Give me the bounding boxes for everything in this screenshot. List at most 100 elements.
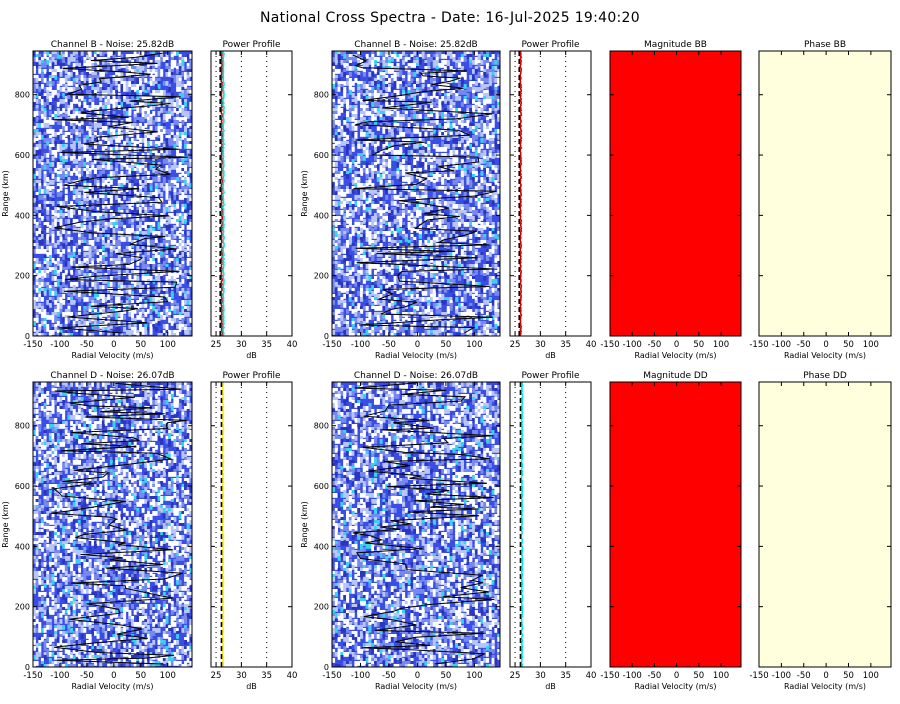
x-tick-label: 30 — [236, 671, 247, 681]
x-axis-label: Radial Velocity (m/s) — [375, 682, 457, 691]
y-tick-label: 600 — [314, 482, 329, 491]
x-tick-label: 0 — [823, 671, 828, 681]
y-tick-label: 200 — [15, 603, 30, 612]
x-axis-label: Radial Velocity (m/s) — [784, 682, 866, 691]
power-profile-line — [520, 51, 521, 336]
y-tick-label: 0 — [25, 663, 30, 672]
y-tick-label: 800 — [15, 91, 30, 100]
x-tick-label: -150 — [322, 671, 341, 681]
x-axis-label: Radial Velocity (m/s) — [375, 351, 457, 360]
spectra-cells — [332, 382, 500, 669]
x-tick-label: -150 — [23, 340, 42, 350]
x-tick-label: 0 — [111, 671, 116, 681]
x-tick-label: -150 — [749, 340, 768, 350]
x-tick-label: 25 — [510, 671, 521, 681]
x-tick-label: 0 — [415, 671, 420, 681]
plot-area — [332, 51, 500, 338]
x-tick-label: -150 — [600, 340, 619, 350]
plot-area — [33, 51, 192, 338]
y-tick-label: 200 — [314, 272, 329, 281]
x-axis-label: Radial Velocity (m/s) — [784, 351, 866, 360]
x-tick-label: 50 — [135, 340, 146, 350]
x-tick-label: -100 — [351, 671, 370, 681]
panel-title: Channel B - Noise: 25.82dB — [354, 40, 477, 50]
x-tick-label: 35 — [261, 340, 272, 350]
x-tick-label: 30 — [236, 340, 247, 350]
x-tick-label: -150 — [23, 671, 42, 681]
x-tick-label: 50 — [135, 671, 146, 681]
x-tick-label: 50 — [843, 671, 854, 681]
x-tick-label: -100 — [772, 671, 791, 681]
x-tick-label: 40 — [586, 671, 597, 681]
power-profile-line — [521, 382, 522, 667]
power-profile-line — [222, 382, 223, 667]
x-tick-label: 100 — [160, 671, 176, 681]
x-tick-label: -100 — [351, 340, 370, 350]
x-tick-label: 35 — [560, 340, 571, 350]
y-tick-label: 800 — [314, 422, 329, 431]
x-tick-label: -100 — [623, 671, 642, 681]
x-tick-label: -100 — [50, 671, 69, 681]
x-tick-label: 100 — [160, 340, 176, 350]
y-tick-label: 200 — [314, 603, 329, 612]
y-axis-label: Range (km) — [300, 170, 309, 217]
panel-title: Phase DD — [803, 371, 847, 381]
x-tick-label: -100 — [772, 340, 791, 350]
y-tick-label: 800 — [314, 91, 329, 100]
x-tick-label: -50 — [80, 671, 94, 681]
x-axis-label: Radial Velocity (m/s) — [71, 682, 153, 691]
x-tick-label: 100 — [863, 671, 879, 681]
x-tick-label: 0 — [674, 671, 679, 681]
panel-title: Magnitude DD — [643, 371, 707, 381]
x-tick-label: 100 — [713, 671, 729, 681]
x-tick-label: 35 — [560, 671, 571, 681]
y-tick-label: 0 — [324, 332, 329, 341]
x-tick-label: -50 — [647, 671, 661, 681]
x-tick-label: 40 — [586, 340, 597, 350]
x-tick-label: -50 — [80, 340, 94, 350]
y-axis-label: Range (km) — [1, 501, 10, 548]
y-tick-label: 800 — [15, 422, 30, 431]
x-axis-label: Radial Velocity (m/s) — [71, 351, 153, 360]
y-tick-label: 400 — [314, 211, 329, 220]
x-axis-label: dB — [246, 682, 257, 691]
plot-area — [510, 382, 591, 667]
x-tick-label: -150 — [749, 671, 768, 681]
x-tick-label: -100 — [50, 340, 69, 350]
y-axis-label: Range (km) — [300, 501, 309, 548]
panel-title: Channel D - Noise: 26.07dB — [354, 371, 478, 381]
power-profile-line — [221, 51, 222, 336]
panel-title: Phase BB — [804, 40, 846, 50]
field-fill — [759, 382, 891, 667]
y-tick-label: 200 — [15, 272, 30, 281]
x-tick-label: 100 — [713, 340, 729, 350]
x-tick-label: 100 — [466, 671, 482, 681]
x-tick-label: 50 — [440, 340, 451, 350]
x-tick-label: 0 — [111, 340, 116, 350]
panel-title: Channel B - Noise: 25.82dB — [51, 40, 174, 50]
x-axis-label: dB — [545, 351, 556, 360]
x-tick-label: 50 — [693, 671, 704, 681]
panel-title: Channel D - Noise: 26.07dB — [50, 371, 174, 381]
y-tick-label: 0 — [324, 663, 329, 672]
y-tick-label: 400 — [15, 211, 30, 220]
x-tick-label: 25 — [510, 340, 521, 350]
x-tick-label: 0 — [415, 340, 420, 350]
y-tick-label: 400 — [314, 542, 329, 551]
x-tick-label: -50 — [797, 671, 811, 681]
plot-area — [610, 382, 741, 667]
y-tick-label: 600 — [15, 482, 30, 491]
field-fill — [610, 382, 741, 667]
x-axis-label: dB — [246, 351, 257, 360]
panel-title: Power Profile — [222, 40, 281, 50]
plot-area — [211, 51, 292, 336]
